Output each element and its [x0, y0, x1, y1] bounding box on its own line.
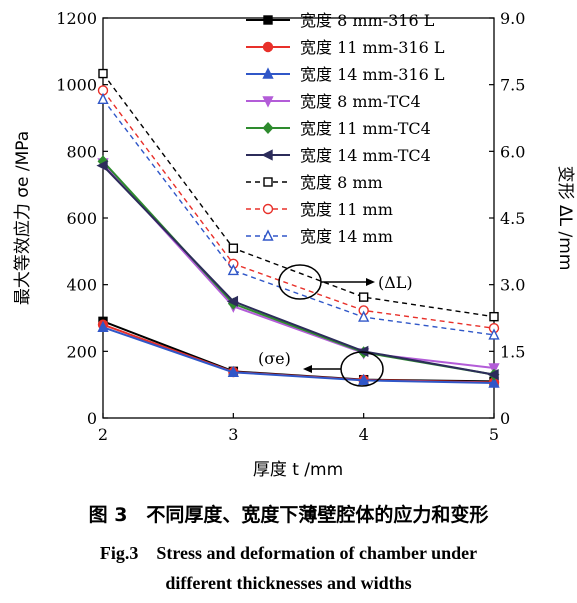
data-point — [262, 229, 274, 241]
legend-label: 宽度 8 mm-TC4 — [300, 92, 421, 111]
series-line — [102, 323, 495, 384]
data-point — [489, 311, 499, 322]
y-left-tick-label: 200 — [66, 342, 97, 361]
data-point — [228, 243, 239, 253]
stress-annotation-label: (σe) — [258, 349, 291, 368]
series — [97, 92, 500, 340]
y-left-tick-label: 400 — [66, 276, 97, 295]
y-right-tick-label: 4.5 — [500, 209, 525, 228]
figure-caption-chinese: 图 3 不同厚度、宽度下薄壁腔体的应力和变形 — [88, 504, 489, 526]
data-point — [263, 177, 273, 187]
legend-entry: 宽度 8 mm-TC4 — [246, 92, 421, 111]
legend-label: 宽度 11 mm-TC4 — [300, 119, 431, 138]
y-right-tick-label: 0 — [500, 409, 510, 428]
y-right-tick-label: 7.5 — [500, 76, 525, 95]
data-point — [226, 295, 239, 307]
x-axis-label: 厚度 t /mm — [253, 460, 343, 480]
figure-caption-english-line2: different thicknesses and widths — [165, 573, 412, 593]
data-point — [262, 203, 274, 215]
series — [97, 320, 500, 388]
series-line — [102, 160, 495, 376]
y-left-tick-label: 1200 — [56, 9, 97, 28]
data-point — [262, 67, 274, 79]
data-point — [358, 292, 369, 302]
y-right-tick-label: 9.0 — [500, 9, 525, 28]
y-right-tick-label: 6.0 — [500, 142, 525, 161]
legend-label: 宽度 11 mm — [300, 200, 393, 219]
data-point — [97, 92, 109, 105]
series-line — [102, 90, 495, 329]
legend-entry: 宽度 8 mm-316 L — [246, 11, 435, 30]
y-right-tick-label: 3.0 — [500, 276, 525, 295]
data-point — [488, 363, 500, 375]
legend-label: 宽度 8 mm — [300, 173, 383, 192]
y-axis-left-label: 最大等效应力 σe /MPa — [13, 131, 33, 305]
x-tick-label: 2 — [98, 425, 108, 444]
legend: 宽度 8 mm-316 L 宽度 11 mm-316 L 宽度 14 mm-316 … — [246, 11, 445, 246]
data-point — [227, 263, 239, 276]
x-tick-label: 5 — [489, 425, 499, 444]
data-point — [261, 149, 273, 161]
x-tick-label: 4 — [359, 425, 369, 444]
deformation-annotation-label: (ΔL) — [378, 273, 413, 292]
y-left-tick-label: 1000 — [56, 76, 97, 95]
data-point — [227, 365, 239, 378]
data-point — [358, 373, 370, 386]
legend-label: 宽度 14 mm — [300, 227, 393, 246]
legend-label: 宽度 14 mm-316 L — [300, 65, 445, 84]
figure-caption-english-line1: Fig.3 Stress and deformation of chamber … — [99, 543, 478, 563]
data-point — [488, 376, 500, 388]
y-right-tick-label: 1.5 — [500, 342, 525, 361]
legend-entry: 宽度 8 mm — [246, 173, 383, 192]
data-point — [488, 328, 500, 340]
data-point — [263, 15, 273, 25]
y-left-tick-label: 600 — [66, 209, 97, 228]
x-tick-label: 3 — [228, 425, 238, 444]
series — [98, 68, 499, 322]
legend-label: 宽度 11 mm-316 L — [300, 38, 445, 57]
series-layer — [96, 68, 500, 388]
legend-entry: 宽度 11 mm-316 L — [246, 38, 445, 57]
legend-label: 宽度 14 mm-TC4 — [300, 146, 431, 165]
series-line — [102, 326, 495, 384]
data-point — [487, 369, 499, 381]
series — [96, 160, 499, 381]
data-point — [262, 96, 274, 108]
legend-entry: 宽度 14 mm-316 L — [246, 65, 445, 84]
stress-deformation-chart: 2 3 4 502004006008001000120001.53.04.56.07.… — [13, 9, 575, 480]
deformation-annotation: (ΔL) — [278, 264, 413, 300]
data-point — [96, 160, 108, 172]
data-point — [358, 310, 370, 322]
stress-annotation: (σe) — [258, 349, 384, 387]
legend-label: 宽度 8 mm-316 L — [300, 11, 435, 30]
axis-ticks: 2 3 4 502004006008001000120001.53.04.56.07.… — [56, 9, 525, 444]
y-left-tick-label: 800 — [66, 142, 97, 161]
data-point — [97, 320, 109, 333]
legend-entry: 宽度 14 mm — [246, 227, 393, 246]
legend-entry: 宽度 11 mm-TC4 — [246, 119, 431, 138]
series — [97, 85, 500, 334]
data-point — [262, 121, 274, 135]
data-point — [262, 41, 274, 53]
data-point — [98, 68, 108, 79]
series-line — [102, 73, 495, 318]
series-line — [102, 164, 495, 376]
legend-entry: 宽度 11 mm — [246, 200, 393, 219]
y-left-tick-label: 0 — [87, 409, 97, 428]
legend-entry: 宽度 14 mm-TC4 — [246, 146, 431, 165]
series — [97, 158, 500, 375]
y-axis-right-label: 变形 ΔL /mm — [555, 166, 575, 271]
